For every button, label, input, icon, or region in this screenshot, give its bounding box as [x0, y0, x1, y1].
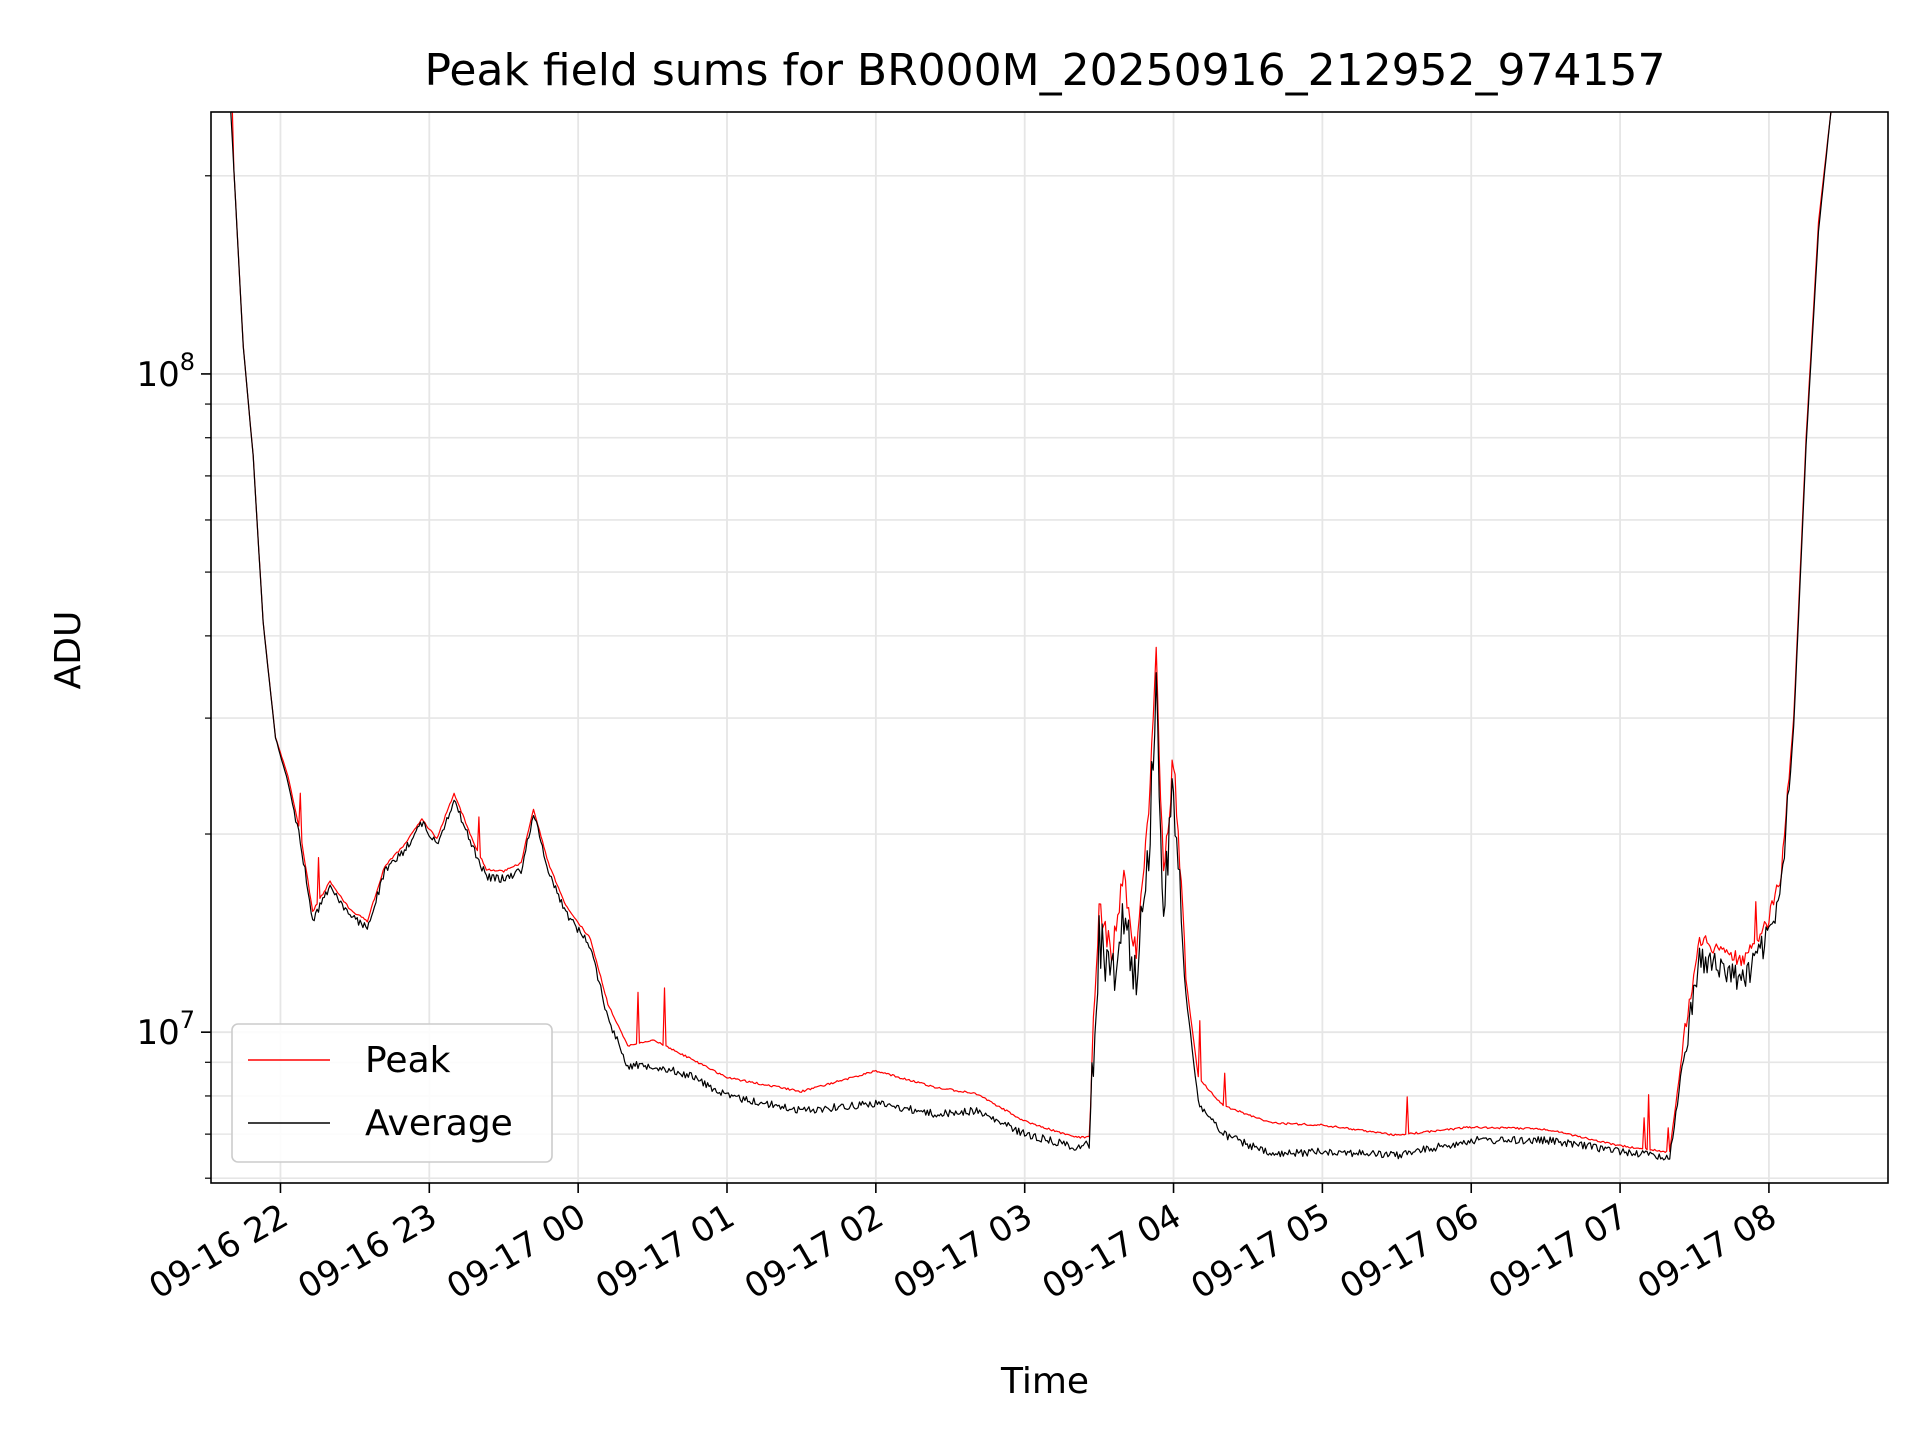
series-line-average: [230, 111, 1832, 1161]
plot-frame: [210, 111, 1889, 1184]
y-tick-label: 107: [136, 1006, 195, 1053]
series-line-peak: [230, 111, 1832, 1153]
y-tick-label: 108: [136, 348, 195, 395]
series-group: [230, 111, 1832, 1161]
legend-label-average: Average: [365, 1103, 513, 1144]
legend: Peak Average: [231, 1023, 553, 1163]
x-axis-label: Time: [1000, 1361, 1089, 1402]
legend-label-peak: Peak: [365, 1040, 451, 1081]
y-axis-label: ADU: [48, 611, 89, 690]
chart-title: Peak field sums for BR000M_20250916_2129…: [424, 45, 1665, 96]
legend-box: [231, 1023, 553, 1163]
